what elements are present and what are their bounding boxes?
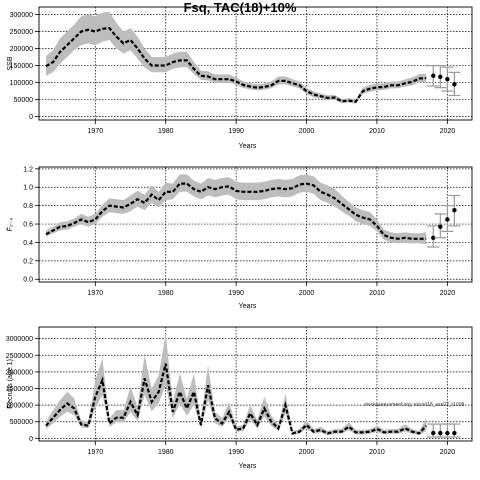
y-tick-label: 2000000 xyxy=(6,369,33,376)
plot-frame xyxy=(38,326,473,442)
y-tick-label: 0 xyxy=(29,114,33,121)
panel-1: 1970 1980 1990 2000 2010 2020 0 50000 100000 1500… xyxy=(7,6,473,150)
y-tick-label: 0.2 xyxy=(23,258,33,265)
projection-point xyxy=(438,224,443,229)
y-tick-label: 2500000 xyxy=(6,353,33,360)
y-tick-label: 0.6 xyxy=(23,222,33,229)
y-axis-label: SSB xyxy=(7,56,14,70)
x-tick-label: 1980 xyxy=(158,290,174,297)
x-tick-label: 1980 xyxy=(158,128,174,135)
projection-point xyxy=(452,430,457,436)
estimate-line xyxy=(45,26,427,103)
x-tick-label: 1970 xyxy=(88,290,104,297)
panel-3: 1970 1980 1990 2000 2010 2020 0 500000 1000000 15… xyxy=(6,326,473,470)
plot-frame xyxy=(38,6,473,121)
x-axis-label: Years xyxy=(239,143,257,150)
y-tick-label: 0.0 xyxy=(23,277,33,284)
projection-point xyxy=(438,430,443,436)
x-tick-label: 2010 xyxy=(369,128,385,135)
projection-point xyxy=(431,430,436,436)
x-tick-label: 1970 xyxy=(88,128,104,135)
x-tick-label: 2000 xyxy=(299,290,315,297)
projection-point xyxy=(438,74,443,79)
projection-point xyxy=(445,217,450,222)
plot-frame xyxy=(38,166,473,283)
estimate-line xyxy=(45,182,427,240)
confidence-band xyxy=(46,11,427,104)
x-tick-label: 2010 xyxy=(369,449,385,456)
estimate-line xyxy=(45,363,428,435)
y-tick-label: 1.0 xyxy=(23,185,33,192)
y-tick-label: 1500000 xyxy=(6,386,33,393)
y-tick-label: 500000 xyxy=(10,419,33,426)
projection-point xyxy=(431,235,436,241)
x-axis-label: Years xyxy=(239,303,257,310)
y-tick-label: 0.4 xyxy=(23,240,33,247)
x-tick-label: 2020 xyxy=(440,290,456,297)
y-tick-label: 0 xyxy=(29,436,33,443)
x-tick-label: 1990 xyxy=(228,128,244,135)
x-tick-label: 2000 xyxy=(299,128,315,135)
y-tick-label: 0.8 xyxy=(23,203,33,210)
confidence-band xyxy=(46,333,427,435)
x-tick-label: 2020 xyxy=(440,449,456,456)
y-tick-label: 250000 xyxy=(10,29,33,36)
projection-point xyxy=(445,430,450,436)
x-tick-label: 2010 xyxy=(369,290,385,297)
y-tick-label: 100000 xyxy=(10,80,33,87)
projection-point xyxy=(452,82,457,87)
projection-point xyxy=(452,208,457,213)
y-tick-label: 3000000 xyxy=(6,336,33,343)
confidence-band xyxy=(46,174,427,245)
y-tick-label: 1.2 xyxy=(23,166,33,173)
y-tick-label: 200000 xyxy=(10,46,33,53)
x-tick-label: 1990 xyxy=(228,290,244,297)
y-tick-label: 1000000 xyxy=(6,403,33,410)
x-tick-label: 1990 xyxy=(228,449,244,456)
panel-2: 1970 1980 1990 2000 2010 2020 0.0 0.2 0.4 0.6 0.8 1… xyxy=(6,166,473,310)
y-tick-label: 50000 xyxy=(14,97,34,104)
x-tick-label: 1970 xyxy=(88,449,104,456)
x-tick-label: 2020 xyxy=(440,128,456,135)
x-tick-label: 1980 xyxy=(158,449,174,456)
y-axis-label: Recruits (age 1) xyxy=(7,359,14,409)
y-tick-label: 150000 xyxy=(10,63,33,70)
chart-title: Fsq, TAC(18)+10% xyxy=(183,0,297,15)
watermark-text: stockassessment.org, nscod18_ass02_r1008 xyxy=(364,402,465,408)
y-tick-label: 300000 xyxy=(10,12,33,19)
y-axis-label: F̄₂₋₄ xyxy=(6,218,14,232)
x-axis-label: Years xyxy=(239,463,257,470)
x-tick-label: 2000 xyxy=(299,449,315,456)
projection-point xyxy=(431,73,436,78)
projection-point xyxy=(445,76,450,82)
